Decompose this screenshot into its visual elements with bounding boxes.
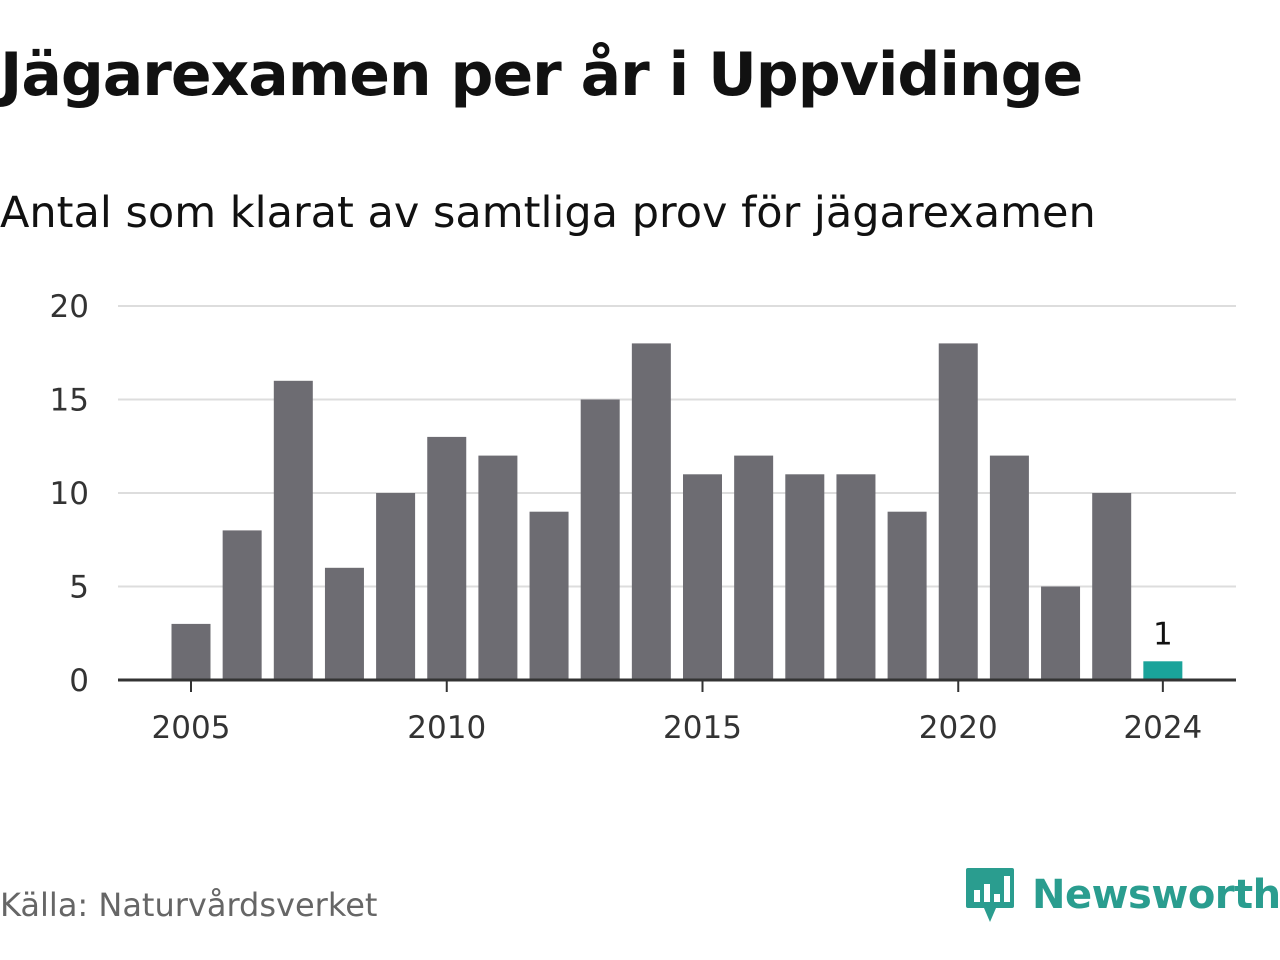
bar-2019 xyxy=(887,511,927,680)
newsworthy-logo-icon xyxy=(966,868,1014,922)
bar-2024 xyxy=(1143,661,1183,680)
bar-2009 xyxy=(376,493,416,680)
bar-2018 xyxy=(836,474,876,680)
brand-logo: Newsworthy xyxy=(964,866,1280,924)
x-tick-label: 2010 xyxy=(407,710,486,746)
x-tick-label: 2024 xyxy=(1123,710,1202,746)
x-tick-label: 2005 xyxy=(152,710,231,746)
bar-2008 xyxy=(324,567,364,680)
bar-2020 xyxy=(938,343,978,680)
bar-2015 xyxy=(683,474,722,680)
data-label-2024: 1 xyxy=(1153,616,1173,652)
bar-2017 xyxy=(785,474,825,680)
bar-2011 xyxy=(478,455,518,680)
bars xyxy=(171,343,1183,680)
bar-2021 xyxy=(989,455,1029,680)
bar-2006 xyxy=(222,530,262,680)
bar-2014 xyxy=(631,343,671,680)
y-tick-label: 15 xyxy=(50,383,89,419)
source-note: Källa: Naturvårdsverket xyxy=(0,886,378,924)
bar-2016 xyxy=(734,455,774,680)
bar-2010 xyxy=(427,436,467,680)
chart-title: Jägarexamen per år i Uppvidinge xyxy=(0,40,1083,110)
bar-2012 xyxy=(529,511,569,680)
y-tick-label: 20 xyxy=(50,289,89,325)
chart-subtitle: Antal som klarat av samtliga prov för jä… xyxy=(0,188,1096,238)
brand-name: Newsworthy xyxy=(1032,872,1280,918)
bar-2013 xyxy=(580,399,620,680)
y-tick-label: 10 xyxy=(50,476,89,512)
bar-2022 xyxy=(1041,586,1081,680)
labels: 0 5 10 15 20 2005 2010 2015 2020 2024 1 xyxy=(50,289,1203,746)
x-tick-label: 2015 xyxy=(663,710,742,746)
axes xyxy=(118,678,1236,692)
bar-2005 xyxy=(171,623,211,680)
y-tick-label: 5 xyxy=(69,570,89,606)
bar-2007 xyxy=(273,380,313,680)
bar-2023 xyxy=(1092,493,1132,680)
x-tick-label: 2020 xyxy=(919,710,998,746)
y-tick-label: 0 xyxy=(69,663,89,699)
